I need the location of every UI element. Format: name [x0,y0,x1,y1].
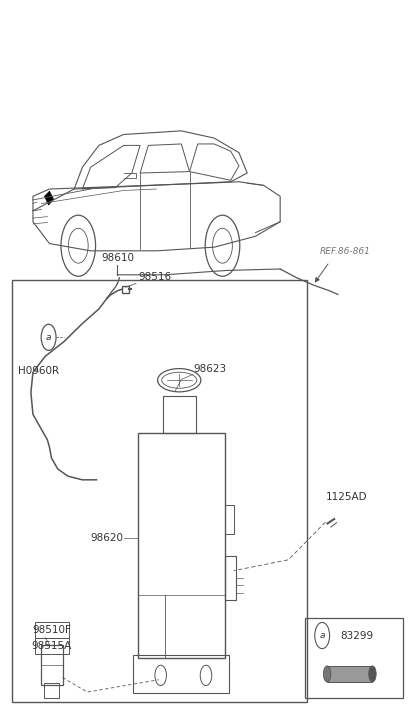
Bar [122,286,129,293]
Bar [12,280,307,702]
Ellipse shape [369,666,376,682]
Text: 1125AD: 1125AD [325,491,367,502]
Text: 83299: 83299 [340,630,373,640]
Polygon shape [44,191,54,205]
Text: 98510F: 98510F [33,624,71,635]
Bar [44,683,59,698]
Bar [225,556,236,600]
Text: 98515A: 98515A [32,640,72,651]
Text: 98620: 98620 [91,533,124,543]
Bar [138,433,225,658]
Text: 98516: 98516 [138,272,171,282]
Bar [35,622,69,638]
Bar [327,666,372,682]
Bar [305,618,403,698]
Bar [41,645,63,685]
Bar [133,655,229,693]
Text: a: a [46,333,52,342]
Bar [163,396,196,433]
Text: 98623: 98623 [194,364,227,374]
Text: H0960R: H0960R [18,366,59,376]
Bar [225,505,234,534]
Text: 98610: 98610 [101,253,134,263]
Bar [35,638,69,654]
Text: REF.86-861: REF.86-861 [319,247,370,256]
Ellipse shape [323,666,331,682]
Text: a: a [319,631,325,640]
